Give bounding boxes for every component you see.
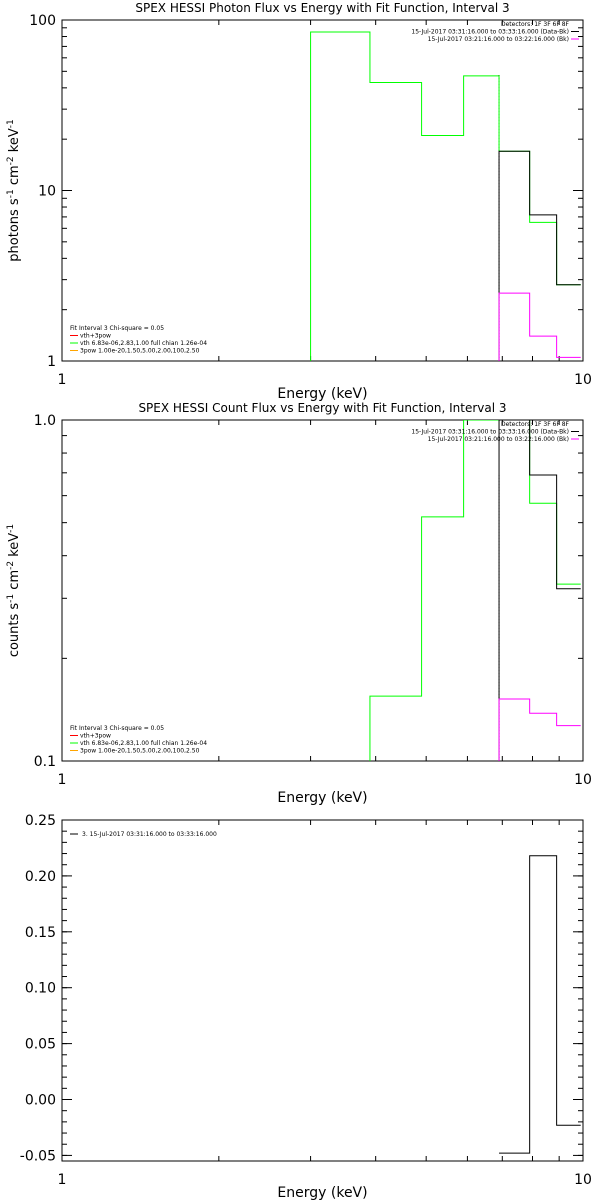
x-axis-label: Energy (keV) (277, 386, 367, 402)
data-series (499, 855, 581, 1154)
y-axis-label: photons s-1 cm-2 keV-1 (6, 119, 22, 261)
x-tick-label: 1 (58, 1172, 67, 1188)
chart-title: SPEX HESSI Photon Flux vs Energy with Fi… (135, 1, 509, 15)
panel-photon: 1 10 1 10 100 SPEX HESSI Photon Flux vs Energ… (6, 1, 592, 402)
legend-entry: Fit Interval 3 Chi-square = 0.05 (70, 325, 164, 332)
legend-entry: 15-Jul-2017 03:21:16.000 to 03:22:16.000… (428, 436, 569, 443)
legend-entry: vth+3pow (80, 333, 111, 340)
legend-entry: 3pow 1.00e-20,1.50,5.00,2.00,100,2.50 (80, 748, 200, 755)
panel-count: 1 10 0.1 1.0 SPEX HESSI Count Flux vs Energy… (6, 401, 592, 806)
x-tick-label: 1 (58, 772, 67, 788)
y-tick-label: 0.15 (25, 925, 56, 941)
x-tick-label: 10 (574, 772, 592, 788)
legend-entry: Detectors: 1F 3F 6F 8F (501, 21, 570, 28)
legend-entry: vth 6.83e-06,2.83,1.00 full chian 1.26e-… (80, 340, 207, 347)
y-tick-label: 0.20 (25, 869, 56, 885)
y-tick-label: 0.05 (25, 1037, 56, 1053)
y-tick-label: 1.0 (34, 413, 56, 429)
legend-entry: 3. 15-Jul-2017 03:31:16.000 to 03:33:16.… (82, 831, 217, 838)
y-tick-label: 0.1 (34, 754, 56, 770)
axes-frame (61, 19, 584, 362)
legend-entry: 15-Jul-2017 03:31:16.000 to 03:33:16.000… (411, 429, 569, 436)
series-line-0 (499, 855, 581, 1154)
y-tick-label: 0.10 (25, 981, 56, 997)
y-tick-label: 0.00 (25, 1093, 56, 1109)
chart-title: SPEX HESSI Count Flux vs Energy with Fit… (138, 401, 506, 415)
legend-entry: vth+3pow (80, 733, 111, 740)
y-tick-label: 0.25 (25, 813, 56, 829)
y-tick-label: -0.05 (20, 1148, 56, 1164)
x-tick-label: 1 (58, 372, 67, 388)
x-axis-label: Energy (keV) (277, 1185, 367, 1200)
x-tick-label: 10 (574, 372, 592, 388)
data-series (310, 31, 581, 361)
series-line-0 (369, 420, 581, 761)
data-series (369, 420, 581, 761)
y-axis-label: counts s-1 cm-2 keV-1 (6, 524, 22, 657)
series-line-2 (498, 292, 581, 361)
axes-frame (61, 819, 584, 1162)
legend-entry: 15-Jul-2017 03:31:16.000 to 03:33:16.000… (411, 29, 569, 36)
x-axis-label: Energy (keV) (277, 790, 367, 806)
panel-residual: 1 10 -0.05 0.00 0.05 0.10 0.15 0.20 0.25 Energy (… (20, 813, 592, 1200)
y-tick-label: 10 (38, 184, 56, 200)
axes-frame (61, 419, 584, 762)
legend-entry: 15-Jul-2017 03:21:16.000 to 03:22:16.000… (428, 36, 569, 43)
series-line-2 (498, 698, 581, 761)
series-line-1 (498, 150, 581, 361)
legend-entry: 3pow 1.00e-20,1.50,5.00,2.00,100,2.50 (80, 348, 200, 355)
legend-entry: Fit Interval 3 Chi-square = 0.05 (70, 725, 164, 732)
legend-entry: vth 6.83e-06,2.83,1.00 full chian 1.26e-… (80, 740, 207, 747)
y-tick-label: 1 (47, 354, 56, 370)
series-line-0 (310, 31, 581, 361)
legend-entry: Detectors: 1F 3F 6F 8F (501, 421, 570, 428)
series-line-1 (498, 420, 581, 761)
y-tick-label: 100 (29, 13, 56, 29)
x-tick-label: 10 (574, 1172, 592, 1188)
